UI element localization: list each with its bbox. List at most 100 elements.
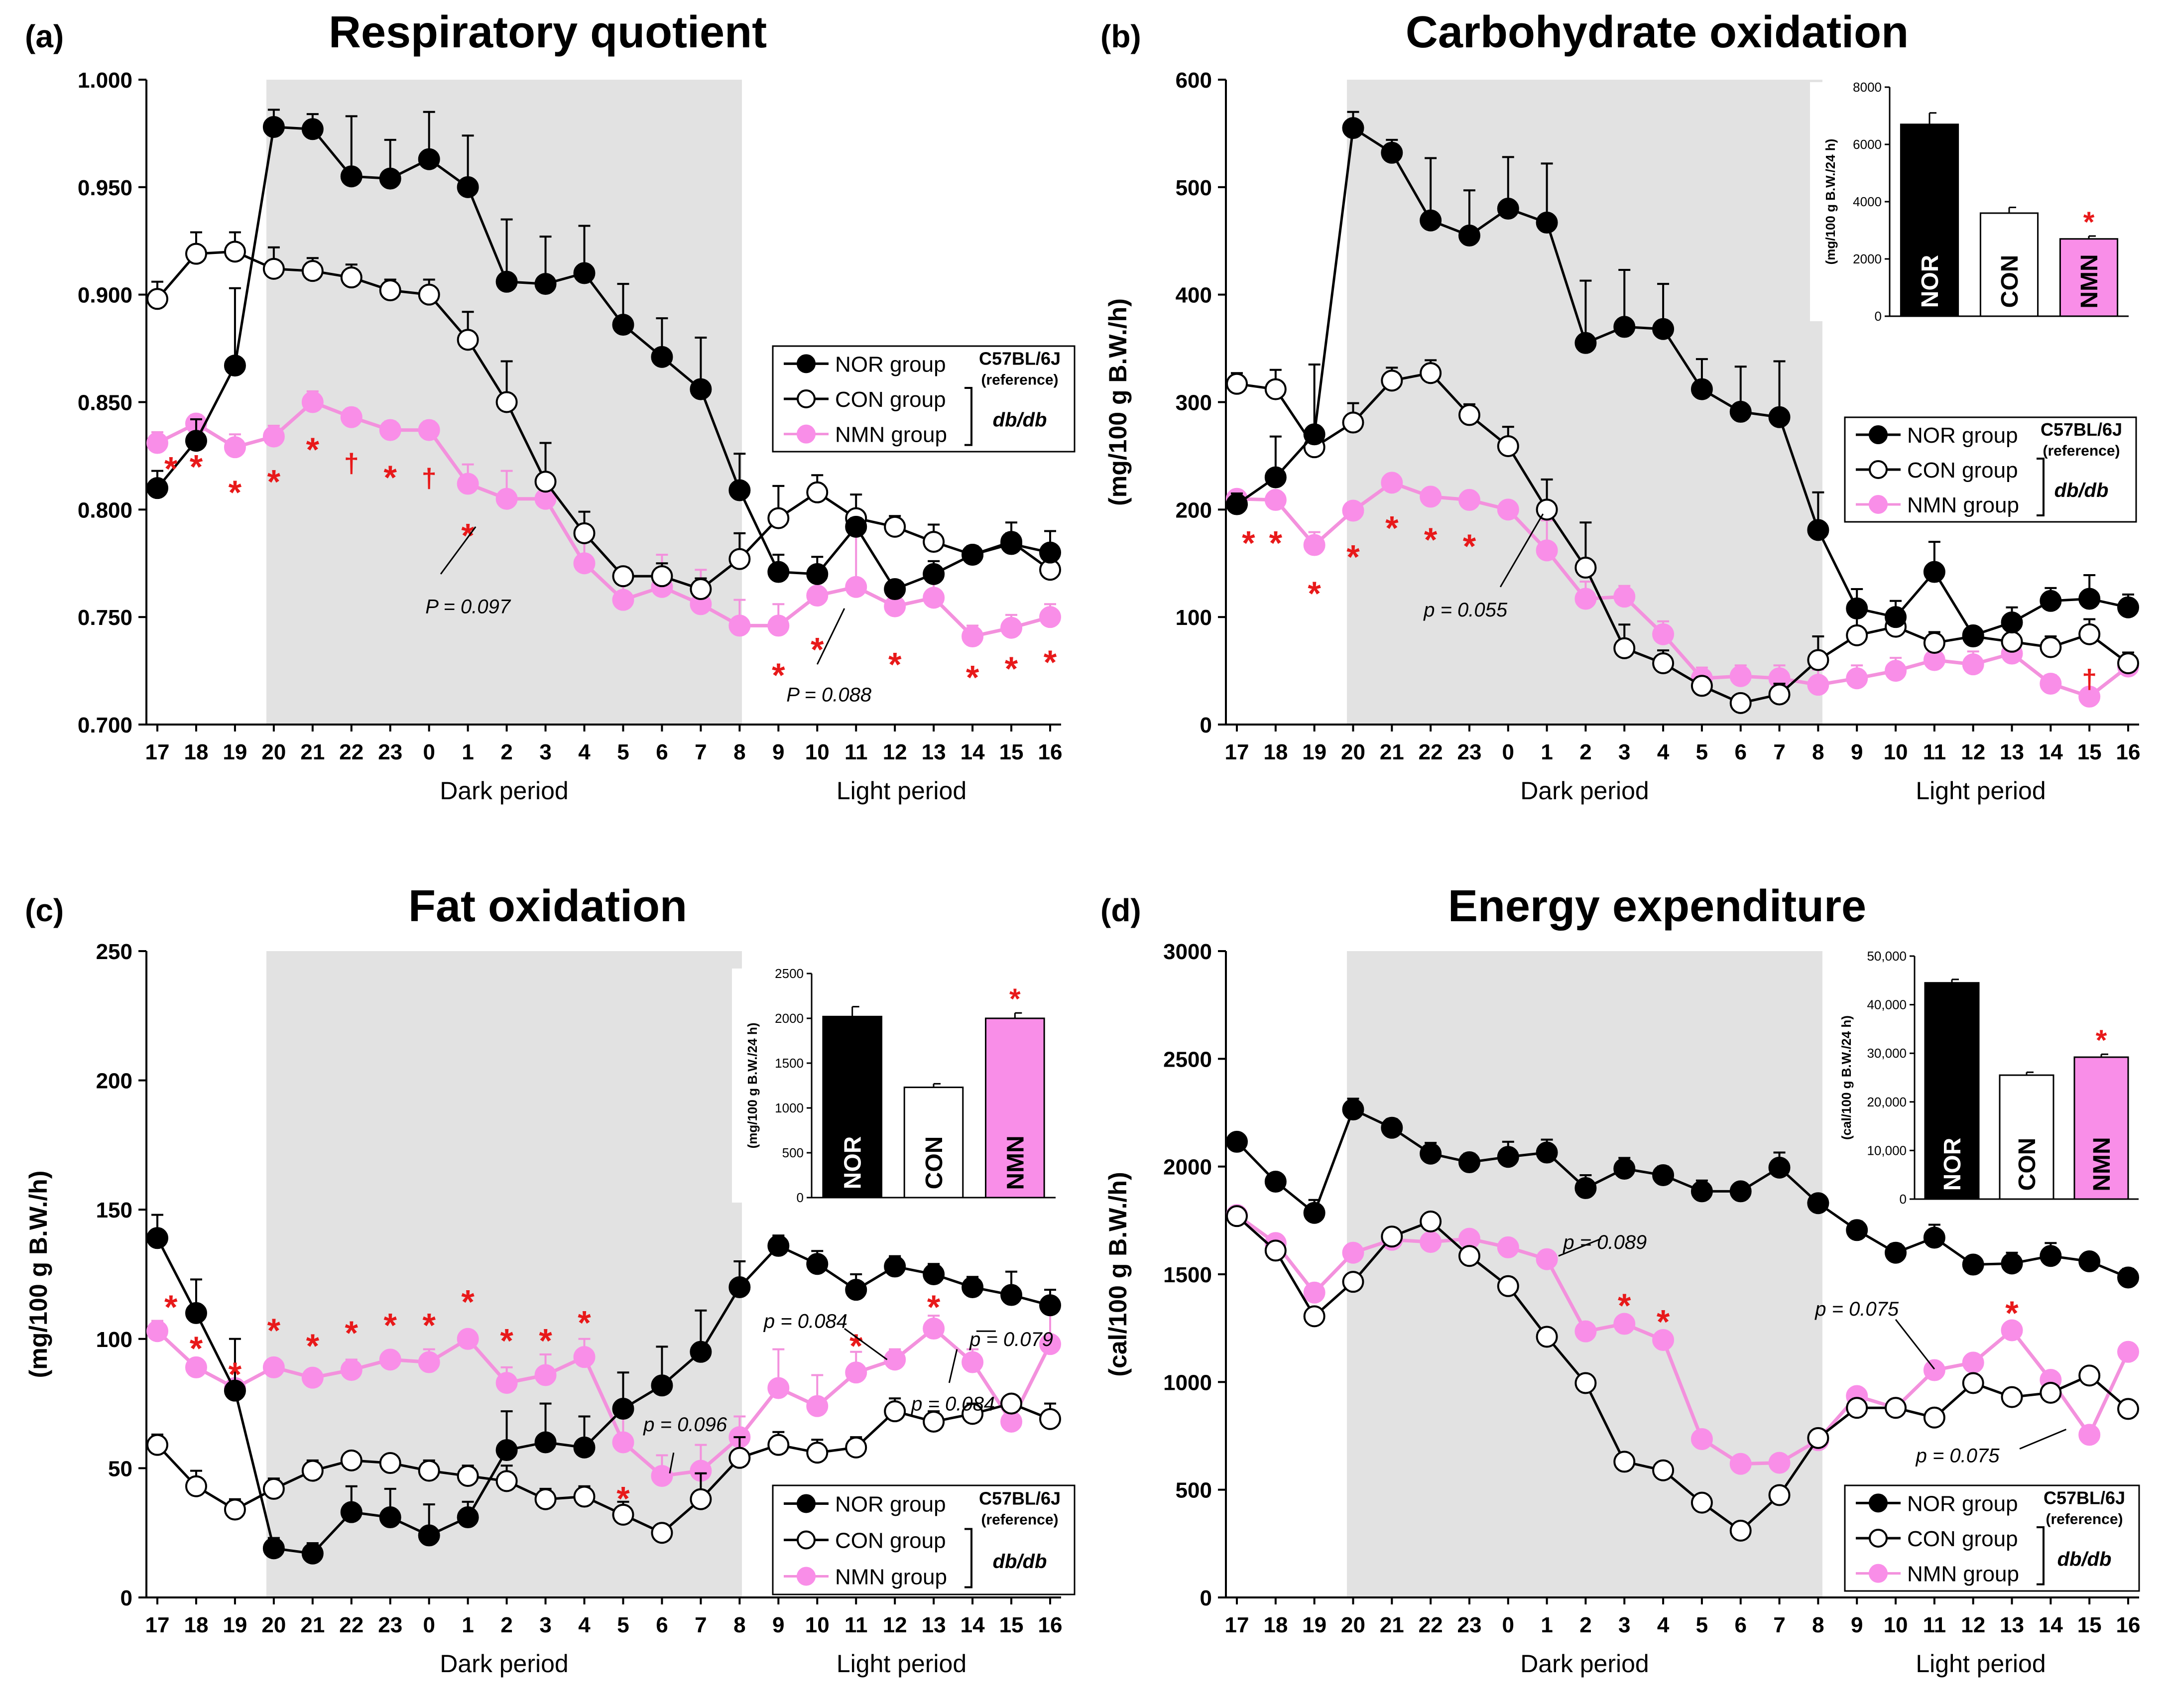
data-point <box>534 471 557 493</box>
x-tick-label: 21 <box>1380 740 1404 764</box>
y-tick-label: 3000 <box>1163 940 1212 964</box>
data-point <box>806 1442 829 1464</box>
data-point <box>612 589 634 611</box>
data-point <box>495 270 518 293</box>
dark-period-label: Dark period <box>1520 777 1649 805</box>
data-point <box>262 1356 285 1378</box>
annotation-text: p = 0.055 <box>1423 599 1508 621</box>
data-point <box>728 1447 751 1469</box>
data-point <box>418 148 440 170</box>
x-tick-label: 18 <box>184 740 208 764</box>
data-point <box>1885 606 1907 628</box>
data-point <box>2117 596 2139 618</box>
data-point <box>185 430 207 452</box>
data-point <box>2078 685 2101 708</box>
data-point <box>457 1506 479 1529</box>
data-point <box>1729 400 1752 423</box>
y-tick-label: 50 <box>108 1457 132 1481</box>
data-point <box>1420 1210 1442 1232</box>
data-point <box>1039 541 1061 564</box>
data-point <box>962 625 984 648</box>
data-point <box>340 406 362 428</box>
data-point <box>573 552 596 575</box>
data-point <box>1613 1313 1636 1335</box>
significance-mark: * <box>849 1327 863 1365</box>
x-tick-label: 1 <box>1541 740 1553 764</box>
data-point <box>1613 586 1636 608</box>
legend-reference: (reference) <box>2043 443 2120 459</box>
data-point <box>923 531 945 553</box>
data-point <box>923 1410 945 1433</box>
data-point <box>962 543 984 566</box>
significance-mark: * <box>306 1327 320 1365</box>
significance-mark: * <box>461 517 475 555</box>
x-tick-label: 3 <box>1618 740 1630 764</box>
inset-y-tick-label: 20,000 <box>1867 1095 1907 1109</box>
inset-y-tick-label: 1000 <box>775 1100 804 1115</box>
x-tick-label: 21 <box>300 1613 325 1637</box>
data-point <box>845 1279 867 1301</box>
dark-period-shade <box>1347 951 1822 1597</box>
data-point <box>612 1503 634 1526</box>
significance-mark: * <box>164 1288 178 1326</box>
data-point <box>2040 636 2062 658</box>
inset-bar-label: NOR <box>1939 1138 1966 1191</box>
significance-mark: * <box>772 656 785 694</box>
data-point <box>612 1397 634 1420</box>
data-point <box>1381 141 1403 164</box>
x-tick-label: 3 <box>539 740 551 764</box>
series-con <box>146 1392 1061 1544</box>
x-tick-label: 17 <box>1225 740 1249 764</box>
significance-mark: * <box>927 1288 941 1326</box>
data-point <box>573 1346 596 1368</box>
x-tick-label: 2 <box>1579 740 1591 764</box>
inset-y-tick-label: 2500 <box>775 966 804 981</box>
y-tick-label: 0.750 <box>78 606 132 630</box>
data-point <box>1574 1177 1597 1199</box>
x-tick-label: 15 <box>999 1613 1024 1637</box>
legend: NOR group CON group NMN group C57BL/6J (refe… <box>1844 1484 2140 1592</box>
legend-label-nor: NOR group <box>835 352 946 376</box>
x-tick-label: 13 <box>2000 1613 2024 1637</box>
x-tick-label: 19 <box>1302 740 1326 764</box>
annotation-line <box>1499 513 1544 588</box>
data-point <box>1497 1236 1519 1258</box>
inset-significance-mark: * <box>1009 983 1021 1015</box>
data-point <box>418 1460 440 1482</box>
x-tick-label: 3 <box>539 1613 551 1637</box>
data-point <box>340 1501 362 1523</box>
data-point <box>1962 1351 1984 1374</box>
data-point <box>2001 1386 2023 1408</box>
x-tick-label: 20 <box>1341 1613 1365 1637</box>
x-tick-label: 4 <box>578 1613 591 1637</box>
y-tick-label: 200 <box>1176 498 1212 522</box>
data-point <box>1264 1239 1287 1262</box>
data-point <box>690 1341 712 1363</box>
data-point <box>962 1351 984 1373</box>
legend-reference: (reference) <box>2046 1511 2123 1527</box>
data-point <box>1923 1406 1945 1429</box>
data-point <box>1885 1241 1907 1264</box>
legend-strain: C57BL/6J <box>979 1488 1061 1509</box>
x-tick-label: 12 <box>1961 740 1985 764</box>
annotation-text: p = 0.075 <box>1916 1445 2000 1466</box>
data-point <box>301 1542 324 1565</box>
data-point <box>1690 1491 1713 1514</box>
y-tick-label: 0 <box>120 1586 132 1610</box>
x-tick-label: 12 <box>1961 1613 1985 1637</box>
data-point <box>1768 406 1791 428</box>
data-point <box>1536 212 1558 234</box>
inset-y-tick-label: 50,000 <box>1867 949 1907 964</box>
data-point <box>2040 672 2062 695</box>
legend-label-con: CON group <box>1907 458 2018 483</box>
data-point <box>767 1377 790 1399</box>
x-tick-label: 6 <box>1734 1613 1746 1637</box>
data-point <box>1381 472 1403 494</box>
data-point <box>806 585 829 607</box>
x-tick-label: 20 <box>261 1613 286 1637</box>
x-tick-label: 5 <box>617 740 629 764</box>
x-tick-label: 0 <box>423 1613 435 1637</box>
x-tick-label: 9 <box>1851 740 1863 764</box>
data-point <box>379 1506 401 1529</box>
x-tick-label: 8 <box>1812 740 1824 764</box>
